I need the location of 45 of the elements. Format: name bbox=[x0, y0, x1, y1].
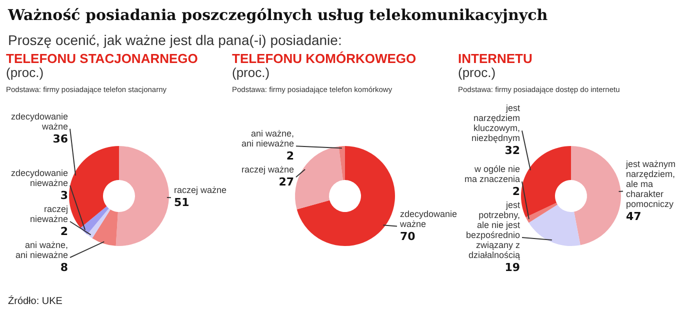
donut-slice bbox=[296, 146, 395, 246]
donut-slice bbox=[526, 202, 558, 223]
donut-slice bbox=[69, 146, 119, 228]
data-label: 47 bbox=[626, 210, 642, 223]
slice-label: zdecydowanie ważne bbox=[10, 111, 68, 132]
slice-label: raczej nieważne bbox=[30, 204, 68, 224]
slice-label: raczej ważne bbox=[241, 164, 294, 175]
donut-slice bbox=[521, 146, 571, 218]
data-label: 27 bbox=[278, 176, 294, 189]
chart-subtitle: (proc.) bbox=[6, 65, 44, 80]
data-label: 3 bbox=[60, 189, 68, 202]
slice-label: ani ważne, ani nieważne bbox=[241, 128, 294, 149]
data-label: 70 bbox=[400, 230, 416, 243]
chart-subtitle: (proc.) bbox=[232, 65, 270, 80]
donut-slice bbox=[92, 210, 118, 246]
chart-subtitle: (proc.) bbox=[458, 65, 496, 80]
slice-label: ani ważne, ani nieważne bbox=[15, 240, 68, 260]
slice-label: raczej ważne bbox=[174, 185, 227, 196]
donut-slice bbox=[338, 146, 345, 180]
donut-slice bbox=[295, 146, 343, 210]
data-label: 36 bbox=[52, 132, 68, 146]
data-label: 2 bbox=[60, 225, 68, 238]
donut-slice bbox=[80, 206, 109, 235]
chart-title: TELEFONU KOMÓRKOWEGO bbox=[232, 51, 416, 66]
donut-slice bbox=[571, 146, 621, 246]
data-label: 2 bbox=[286, 150, 294, 163]
slice-label: jest ważnym narzędziem, ale ma charakter pomocniczy bbox=[625, 158, 676, 209]
chart-title: INTERNETU bbox=[458, 51, 532, 66]
slice-label: w ogóle nie ma znaczenia bbox=[464, 164, 520, 184]
text: Ważność posiadania poszczególnych usług telekomunikacyjnych bbox=[8, 6, 548, 24]
slice-label: jest potrzebny, ale nie jest bezpośrednio związany z działalnością bbox=[466, 200, 520, 260]
donut-slice bbox=[116, 146, 169, 246]
text: Źródło: UKE bbox=[8, 296, 62, 307]
data-label: 2 bbox=[512, 185, 520, 198]
data-label: 8 bbox=[60, 261, 68, 274]
data-label: 51 bbox=[174, 196, 190, 210]
donut-slice bbox=[528, 204, 580, 246]
text: Proszę ocenić, jak ważne jest dla pana(-i) posiadanie: bbox=[8, 32, 342, 48]
slice-label: zdecydowanie nieważne bbox=[10, 168, 68, 188]
data-label: 32 bbox=[504, 144, 520, 158]
chart-title: TELEFONU STACJONARNEGO bbox=[6, 51, 198, 66]
slice-label: zdecydowanie ważne bbox=[399, 208, 458, 229]
slice-label: jest narzędziem kluczowym, niezbędnym bbox=[471, 103, 520, 144]
data-label: 19 bbox=[504, 261, 520, 274]
donut-slice bbox=[87, 208, 110, 238]
